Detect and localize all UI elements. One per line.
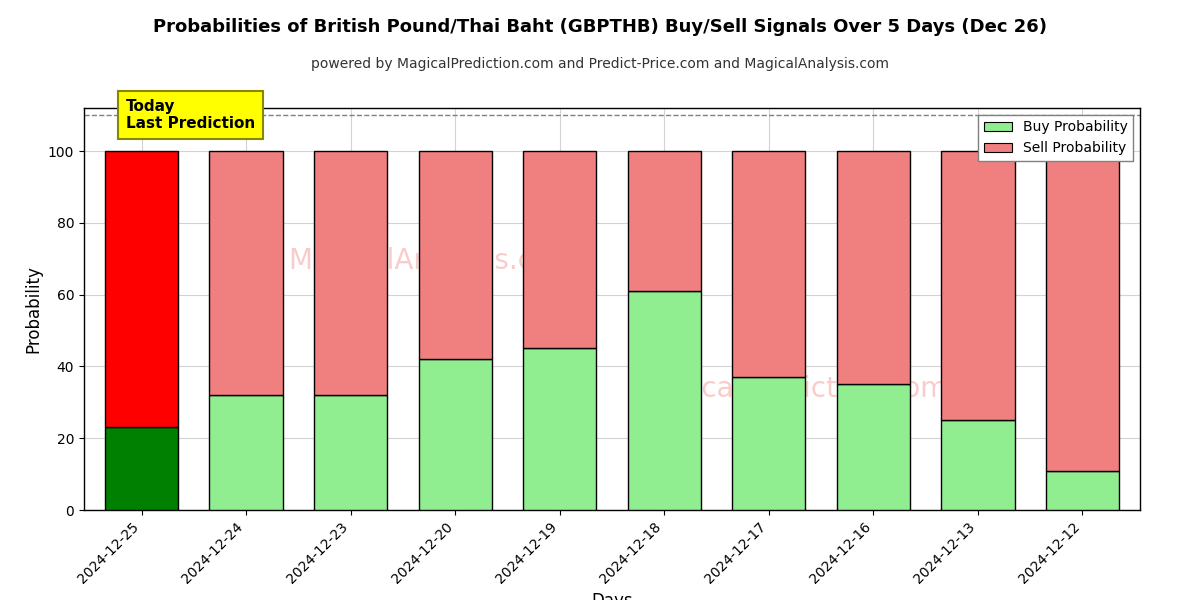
Bar [104,427,178,510]
Bar [523,151,596,349]
Bar [419,151,492,359]
Bar [628,291,701,510]
Bar [314,151,388,395]
Bar [419,359,492,510]
Legend: Buy Probability, Sell Probability: Buy Probability, Sell Probability [978,115,1133,161]
Bar [628,151,701,291]
Bar [1046,470,1120,510]
Bar [1046,151,1120,470]
Bar [732,377,805,510]
Text: Today
Last Prediction: Today Last Prediction [126,99,256,131]
Text: MagicalPrediction.com: MagicalPrediction.com [635,376,948,403]
Bar [523,349,596,510]
Bar [941,151,1014,420]
Bar [314,395,388,510]
Bar [941,420,1014,510]
Bar [836,385,910,510]
Bar [210,151,283,395]
Text: MagicalAnalysis.com: MagicalAnalysis.com [288,247,577,275]
Bar [732,151,805,377]
Bar [836,151,910,385]
Bar [210,395,283,510]
X-axis label: Days: Days [592,592,632,600]
Text: powered by MagicalPrediction.com and Predict-Price.com and MagicalAnalysis.com: powered by MagicalPrediction.com and Pre… [311,57,889,71]
Y-axis label: Probability: Probability [24,265,42,353]
Text: Probabilities of British Pound/Thai Baht (GBPTHB) Buy/Sell Signals Over 5 Days (: Probabilities of British Pound/Thai Baht… [154,18,1046,36]
Bar [104,151,178,427]
